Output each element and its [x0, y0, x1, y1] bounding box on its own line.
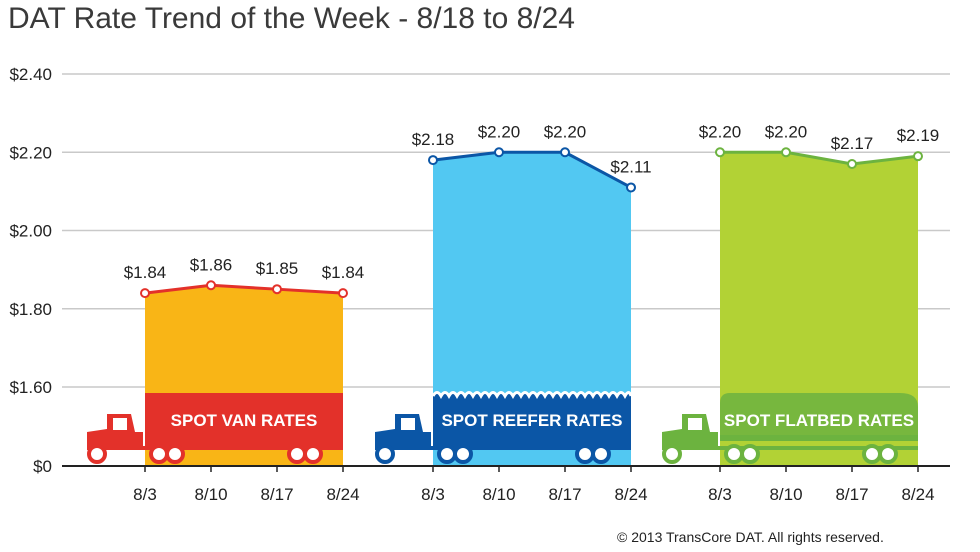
chart-title: DAT Rate Trend of the Week - 8/18 to 8/2…: [8, 2, 575, 35]
copyright-notice: © 2013 TransCore DAT. All rights reserve…: [617, 529, 884, 545]
data-point: [913, 151, 923, 162]
data-point: [847, 158, 857, 169]
data-label: $2.17: [831, 134, 874, 153]
x-tick-label: 8/17: [835, 485, 868, 504]
x-tick-label: 8/17: [260, 485, 293, 504]
wheel-icon: [740, 444, 760, 464]
truck-cab-icon: [662, 414, 918, 450]
x-tick-label: 8/10: [769, 485, 802, 504]
chassis: [87, 446, 343, 450]
wheel-icon: [575, 444, 595, 464]
data-point: [428, 155, 438, 166]
data-label: $2.20: [765, 122, 808, 141]
trailer-label: SPOT REEFER RATES: [441, 411, 622, 430]
x-tick-label: 8/17: [548, 485, 581, 504]
frost-edge: [431, 391, 633, 400]
cab-window: [401, 418, 415, 430]
y-tick-label: $2.20: [9, 143, 52, 162]
cab-window: [688, 418, 702, 430]
data-label: $2.18: [412, 130, 455, 149]
data-label: $1.84: [124, 263, 167, 282]
wheel-icon: [591, 444, 611, 464]
data-point: [715, 147, 725, 158]
data-point: [338, 288, 348, 299]
trailer-box: [433, 394, 631, 446]
wheel-icon: [662, 444, 682, 464]
trailer-box: [145, 393, 343, 446]
wheel-icon: [375, 444, 395, 464]
data-label: $1.84: [322, 263, 365, 282]
y-tick-label: $0: [33, 457, 52, 476]
panel-2: SPOT FLATBED RATES $2.20 8/3 $2.20 8/10 $2.17…: [662, 122, 939, 504]
x-tick-label: 8/3: [133, 485, 157, 504]
data-point: [272, 284, 282, 295]
trailer-label: SPOT FLATBED RATES: [724, 411, 914, 430]
cab-window: [113, 418, 127, 430]
trailer-label: SPOT VAN RATES: [171, 411, 318, 430]
flatbed-load: [720, 393, 918, 441]
data-label: $2.20: [544, 122, 587, 141]
x-tick-label: 8/3: [708, 485, 732, 504]
data-point: [626, 182, 636, 193]
data-label: $1.85: [256, 259, 299, 278]
area-fill: [433, 152, 631, 466]
y-tick-label: $1.60: [9, 378, 52, 397]
wheel-icon: [87, 444, 107, 464]
panel-0: SPOT VAN RATES $1.84 8/3 $1.86 8/10 $1.85 8/17…: [87, 255, 364, 504]
x-tick-label: 8/10: [482, 485, 515, 504]
x-tick-label: 8/10: [194, 485, 227, 504]
data-point: [206, 280, 216, 291]
chassis: [375, 446, 631, 450]
area-fill: [720, 152, 918, 466]
wheel-icon: [165, 444, 185, 464]
truck-cab-icon: [87, 414, 343, 450]
data-label: $2.11: [610, 157, 651, 176]
data-point: [560, 147, 570, 158]
panel-1: SPOT REEFER RATES $2.18 8/3 $2.20 8/10 $2.20 8…: [375, 122, 652, 504]
x-tick-label: 8/3: [421, 485, 445, 504]
wheel-icon: [724, 444, 744, 464]
x-tick-label: 8/24: [326, 485, 359, 504]
series-line: [144, 283, 344, 295]
wheel-icon: [437, 444, 457, 464]
y-tick-label: $1.80: [9, 300, 52, 319]
data-point: [781, 147, 791, 158]
series-line: [432, 150, 632, 189]
y-tick-label: $2.00: [9, 222, 52, 241]
wheel-icon: [862, 444, 882, 464]
y-tick-label: $2.40: [9, 65, 52, 84]
wheel-icon: [149, 444, 169, 464]
data-point: [494, 147, 504, 158]
data-label: $2.20: [478, 122, 521, 141]
wheel-icon: [287, 444, 307, 464]
data-label: $2.19: [897, 126, 940, 145]
x-tick-label: 8/24: [614, 485, 647, 504]
wheel-icon: [878, 444, 898, 464]
wheel-icon: [453, 444, 473, 464]
chassis: [662, 446, 918, 450]
series-line: [720, 150, 919, 166]
truck-cab-icon: [375, 414, 631, 450]
x-tick-label: 8/24: [901, 485, 934, 504]
wheel-icon: [303, 444, 323, 464]
data-point: [140, 288, 150, 299]
data-label: $2.20: [699, 122, 742, 141]
data-label: $1.86: [190, 255, 233, 274]
